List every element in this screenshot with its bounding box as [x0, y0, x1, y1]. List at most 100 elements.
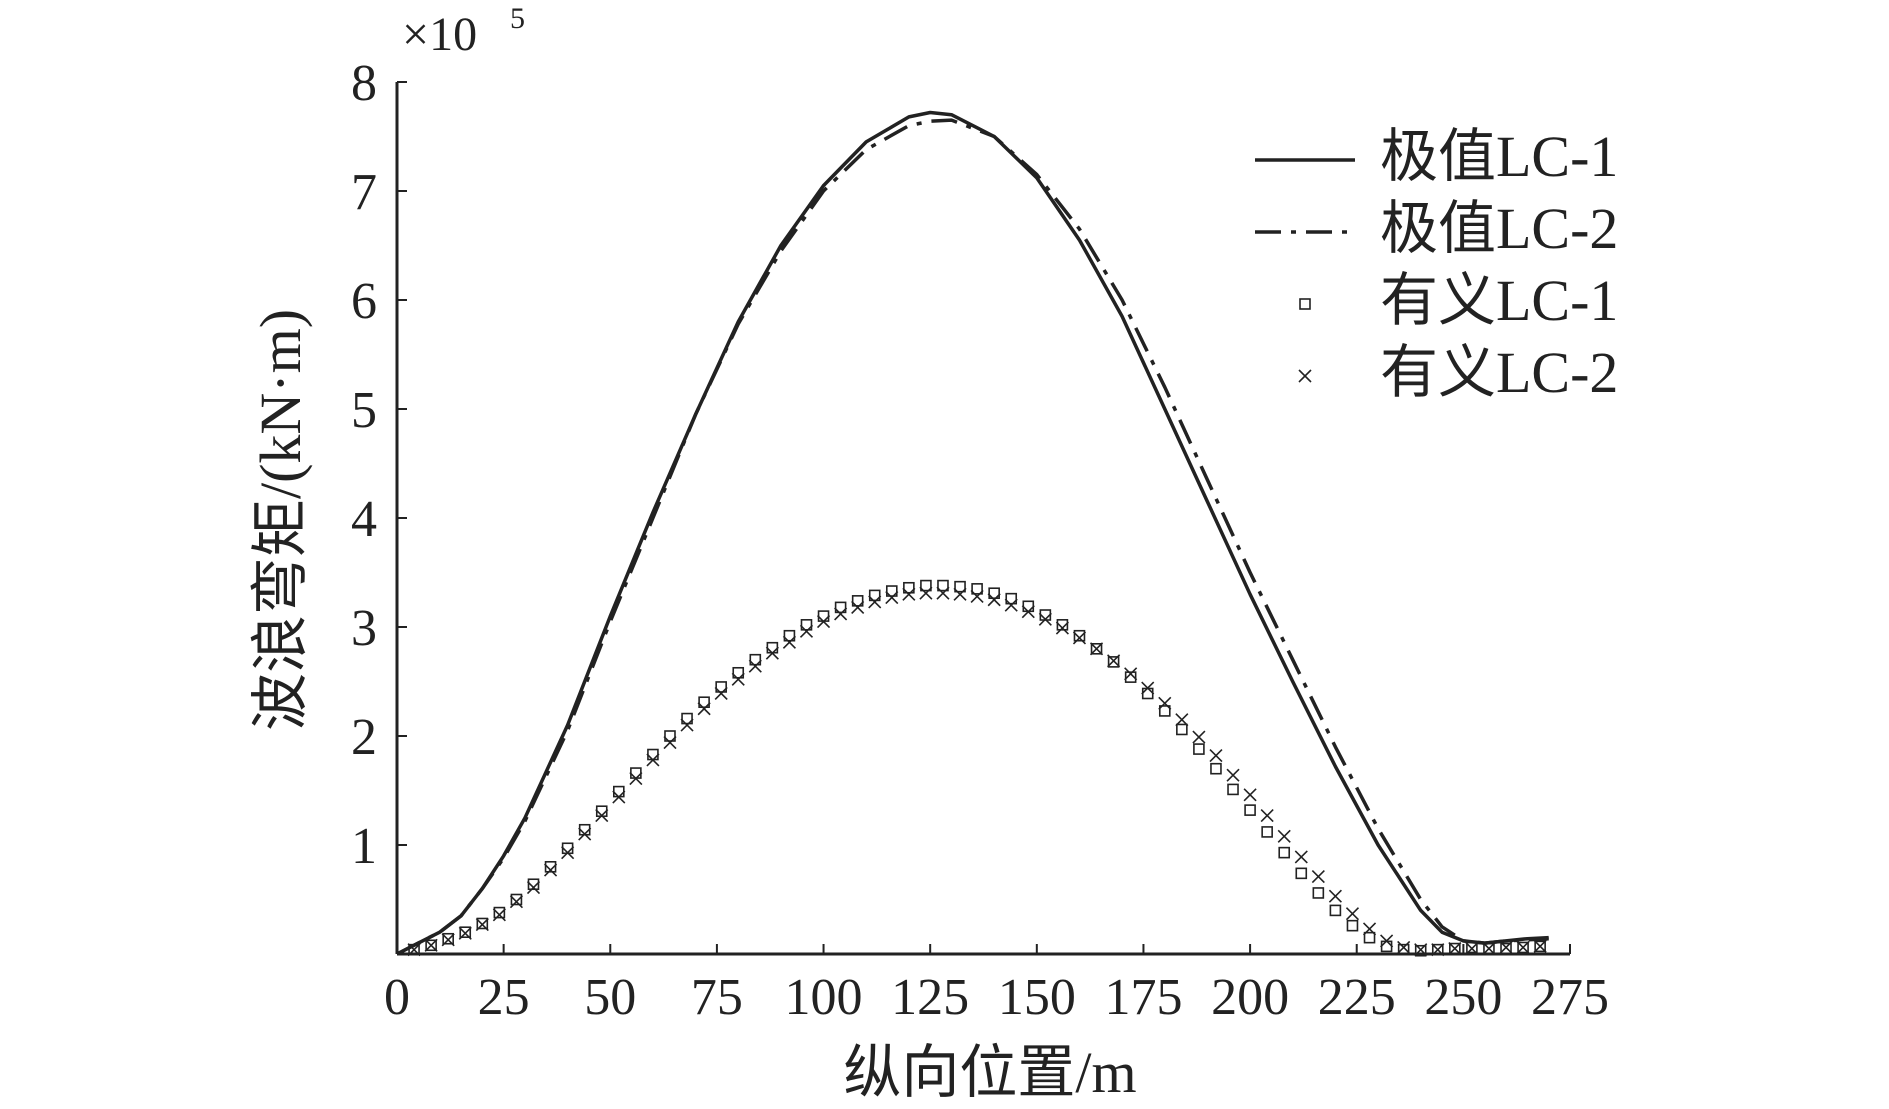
- multiplier-base: ×10: [402, 8, 477, 61]
- data-point-square: [1312, 887, 1325, 899]
- data-point-square: [1244, 804, 1256, 816]
- data-point-square: [1431, 943, 1444, 956]
- cross-stroke: [1089, 642, 1104, 656]
- data-point-square: [783, 629, 796, 642]
- data-point-cross: [509, 895, 523, 909]
- cross-stroke: [561, 846, 575, 860]
- legend-item-significant-lc1: 有义LC-1: [1299, 268, 1618, 333]
- data-point-square: [1193, 743, 1205, 755]
- data-point-cross: [578, 827, 592, 841]
- cross-stroke: [919, 586, 933, 600]
- data-point-square: [459, 926, 472, 939]
- series-points-significant-lc1: [408, 579, 1546, 957]
- series-line-extreme-lc2: [396, 118, 1549, 956]
- data-point-square: [1107, 656, 1120, 668]
- cross-stroke: [1038, 612, 1052, 626]
- cross-stroke: [1380, 934, 1394, 948]
- cross-stroke: [1209, 749, 1223, 763]
- cross-stroke: [1533, 939, 1547, 953]
- cross-stroke: [1004, 598, 1018, 612]
- cross-stroke: [1362, 922, 1377, 936]
- cross-stroke: [595, 809, 609, 823]
- data-point-square: [408, 943, 420, 956]
- x-tick-label: 50: [584, 969, 636, 1026]
- data-point-cross: [612, 790, 626, 804]
- legend-label: 有义LC-1: [1380, 268, 1618, 333]
- data-point-cross: [1072, 631, 1087, 645]
- y-tick-label: 6: [351, 273, 377, 330]
- cross-stroke: [902, 587, 916, 601]
- data-point-square: [732, 666, 745, 679]
- data-point-square: [527, 878, 540, 891]
- x-tick-label: 225: [1318, 969, 1396, 1026]
- data-point-square: [1158, 705, 1171, 717]
- data-point-cross: [816, 614, 831, 629]
- data-point-cross: [1004, 598, 1018, 612]
- data-point-square: [937, 579, 949, 592]
- cross-stroke: [1226, 768, 1240, 782]
- data-point-square: [544, 860, 557, 873]
- cross-stroke: [441, 933, 455, 947]
- cross-stroke: [1516, 940, 1530, 955]
- data-point-square: [1124, 671, 1137, 683]
- data-point-cross: [1328, 889, 1342, 903]
- cross-stroke: [1414, 943, 1428, 957]
- data-point-square: [630, 767, 642, 779]
- series-line-extreme-lc1: [396, 110, 1549, 956]
- cross-stroke: [1448, 941, 1462, 956]
- data-point-square: [749, 653, 762, 666]
- data-point-cross: [851, 600, 865, 614]
- data-point-square: [1517, 941, 1529, 954]
- data-point-square: [1278, 846, 1291, 859]
- data-point-square: [1414, 944, 1427, 957]
- x-tick-label: 75: [691, 969, 743, 1026]
- cross-stroke: [936, 586, 950, 600]
- data-point-cross: [561, 846, 575, 860]
- data-point-square: [1534, 940, 1546, 953]
- data-point-cross: [407, 943, 421, 957]
- data-point-square: [664, 730, 676, 742]
- data-point-square: [1295, 867, 1308, 880]
- data-point-cross: [646, 753, 660, 767]
- data-point-cross: [1038, 612, 1052, 626]
- cross-stroke: [1294, 850, 1308, 864]
- data-point-cross: [1414, 943, 1428, 957]
- data-point-square: [1176, 723, 1188, 736]
- cross-stroke: [1431, 943, 1445, 957]
- data-point-cross: [1021, 605, 1035, 619]
- cross-stroke: [885, 591, 899, 605]
- cross-stroke: [1397, 940, 1411, 955]
- data-point-cross: [424, 938, 438, 952]
- data-point-cross: [1380, 934, 1394, 948]
- data-point-cross: [1465, 941, 1479, 956]
- data-point-cross: [1158, 696, 1172, 710]
- y-tick-label: 2: [351, 709, 377, 766]
- cross-stroke: [543, 863, 558, 877]
- data-point-square: [1210, 762, 1222, 775]
- scale-multiplier: ×10 5: [402, 2, 525, 61]
- cross-stroke: [1482, 941, 1496, 956]
- data-point-cross: [629, 771, 643, 786]
- data-point-cross: [1362, 922, 1377, 936]
- data-point-cross: [834, 607, 848, 621]
- legend-label: 极值LC-2: [1380, 196, 1618, 261]
- data-point-cross: [1107, 654, 1121, 668]
- data-point-square: [1227, 783, 1239, 796]
- data-point-cross: [1260, 809, 1274, 823]
- cross-stroke: [612, 790, 626, 804]
- data-point-cross: [1209, 749, 1223, 763]
- data-point-square: [1329, 904, 1342, 917]
- data-point-cross: [475, 918, 489, 932]
- data-point-square: [476, 917, 489, 930]
- data-point-cross: [1431, 943, 1445, 957]
- x-tick-label: 125: [891, 969, 969, 1026]
- data-point-cross: [1482, 941, 1496, 956]
- data-point-cross: [680, 718, 694, 732]
- cross-stroke: [816, 614, 831, 629]
- data-point-square: [1466, 941, 1478, 954]
- data-point-cross: [1226, 768, 1240, 782]
- data-point-square: [510, 893, 523, 906]
- data-point-cross: [697, 702, 711, 716]
- data-point-square: [647, 748, 659, 761]
